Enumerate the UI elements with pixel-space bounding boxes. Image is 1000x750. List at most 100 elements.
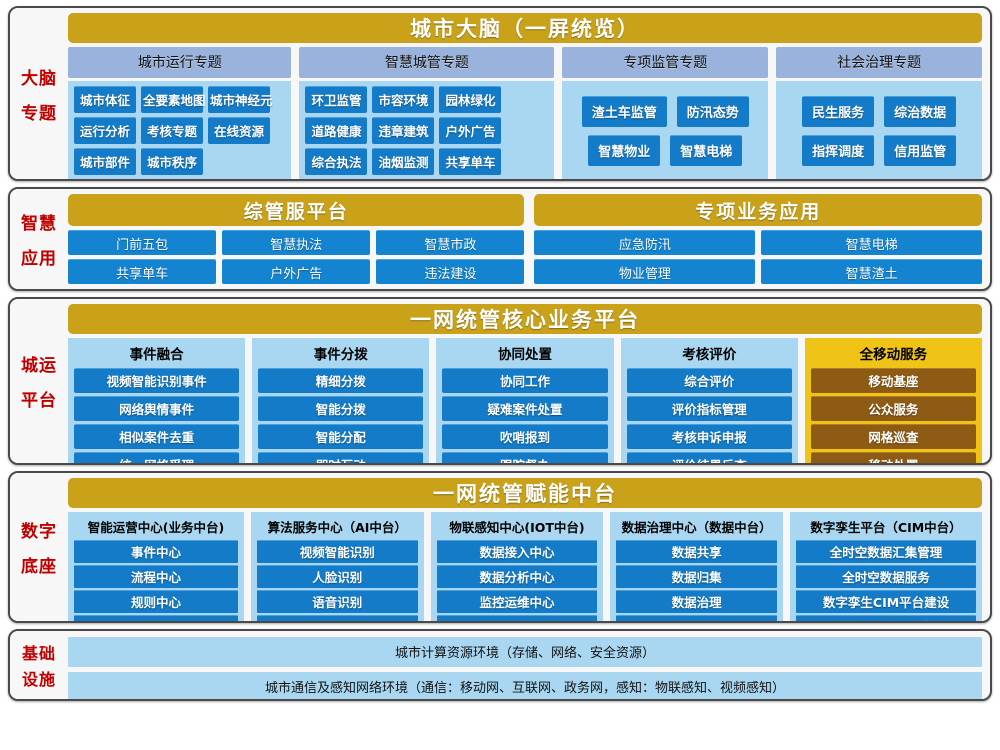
base-item[interactable]: 事件中心 <box>74 540 238 563</box>
core-column-assessment-evaluation: 考核评价 综合评价 评价指标管理 考核申诉申报 评价结果反查 ······ <box>620 338 798 463</box>
base-item[interactable]: 视频智能识别 <box>256 540 418 563</box>
base-column-intelligent-operation-center: 智能运营中心(业务中台) 事件中心 流程中心 规则中心 资源中心 <box>68 512 244 621</box>
core-item[interactable]: 评价指标管理 <box>626 396 792 421</box>
theme-chip-list: 民生服务 综治数据 指挥调度 信用监管 <box>776 81 983 179</box>
smart-application-groups: 综管服平台 门前五包 智慧执法 智慧市政 共享单车 户外广告 违法建设 <box>68 194 982 284</box>
theme-head: 城市运行专题 <box>68 47 292 78</box>
section-body-digital-base: 一网统管赋能中台 智能运营中心(业务中台) 事件中心 流程中心 规则中心 资源中… <box>68 473 990 621</box>
theme-chip[interactable]: 防汛态势 <box>676 95 749 127</box>
core-item[interactable]: 精细分拨 <box>258 368 424 393</box>
theme-column-smart-urban-management: 智慧城管专题 环卫监管 市容环境 园林绿化 道路健康 违章建筑 户外广告 综合执… <box>299 47 555 179</box>
theme-chip[interactable]: 指挥调度 <box>802 134 875 166</box>
section-body-core-platform: 一网统管核心业务平台 事件融合 视频智能识别事件 网络舆情事件 相似案件去重 统… <box>68 299 990 463</box>
side-label-line: 底座 <box>21 557 57 577</box>
core-item[interactable]: 考核申诉申报 <box>626 424 792 449</box>
core-item[interactable]: 吹哨报到 <box>442 424 608 449</box>
base-item[interactable]: 规则中心 <box>74 590 238 613</box>
theme-chip[interactable]: 渣土车监管 <box>581 95 667 127</box>
theme-chip[interactable]: 市容环境 <box>372 86 435 113</box>
base-item[interactable]: 数据归集 <box>616 565 778 588</box>
base-item[interactable]: 数据分析中心 <box>436 565 598 588</box>
app-box[interactable]: 智慧市政 <box>376 230 525 255</box>
banner-city-brain: 城市大脑（一屏统览） <box>68 13 982 43</box>
theme-chip[interactable]: 违章建筑 <box>372 117 435 144</box>
theme-chip[interactable]: 城市体征 <box>74 86 136 113</box>
app-box[interactable]: 应急防汛 <box>534 230 756 255</box>
app-box[interactable]: 门前五包 <box>68 230 217 255</box>
section-core-business-platform: 城运 平台 一网统管核心业务平台 事件融合 视频智能识别事件 网络舆情事件 相似… <box>8 297 992 465</box>
app-grid: 门前五包 智慧执法 智慧市政 共享单车 户外广告 违法建设 <box>68 230 525 284</box>
core-column-collaborative-handling: 协同处置 协同工作 疑难案件处置 吹哨报到 跟踪督办 ······ <box>436 338 614 463</box>
theme-chip[interactable]: 道路健康 <box>305 117 368 144</box>
theme-chip[interactable]: 运行分析 <box>74 117 136 144</box>
theme-chip[interactable]: 油烟监测 <box>372 148 435 175</box>
core-item[interactable]: 公众服务 <box>810 396 977 421</box>
core-item[interactable]: 即时互动 <box>258 452 424 463</box>
theme-chip[interactable]: 智慧物业 <box>588 134 661 166</box>
theme-chip[interactable]: 户外广告 <box>439 117 502 144</box>
theme-chip[interactable]: 信用监管 <box>884 134 957 166</box>
core-item[interactable]: 跟踪督办 <box>442 452 608 463</box>
core-item[interactable]: 移动处置 <box>810 452 977 463</box>
base-item[interactable]: 全时空数据服务 <box>796 565 977 588</box>
app-box[interactable]: 智慧电梯 <box>761 230 982 255</box>
theme-chip[interactable]: 园林绿化 <box>439 86 502 113</box>
base-item[interactable]: 语音识别 <box>256 590 418 613</box>
app-box[interactable]: 智慧执法 <box>222 230 371 255</box>
base-item[interactable]: 语义识别 <box>256 615 418 621</box>
base-item[interactable]: 数据汇聚 <box>616 615 778 621</box>
base-item[interactable]: 数字孪生平台系统模块 <box>796 615 977 621</box>
theme-chip[interactable]: 城市秩序 <box>141 148 203 175</box>
theme-chip[interactable]: 城市部件 <box>74 148 136 175</box>
base-item[interactable]: 数据服务中心 <box>436 615 598 621</box>
base-item[interactable]: 数据治理 <box>616 590 778 613</box>
app-box[interactable]: 共享单车 <box>68 259 217 284</box>
theme-chip[interactable]: 民生服务 <box>802 95 875 127</box>
core-item[interactable]: 统一网格受理 <box>74 452 240 463</box>
theme-chip[interactable]: 环卫监管 <box>305 86 368 113</box>
base-item[interactable]: 流程中心 <box>74 565 238 588</box>
side-label-city-brain: 大脑 专题 <box>10 8 68 179</box>
base-item[interactable]: 数字孪生CIM平台建设 <box>796 590 977 613</box>
section-city-brain: 大脑 专题 城市大脑（一屏统览） 城市运行专题 城市体征 全要素地图 城市神经元… <box>8 6 992 181</box>
theme-chip[interactable]: 城市神经元 <box>208 86 273 113</box>
core-item[interactable]: 综合评价 <box>626 368 792 393</box>
theme-chip[interactable]: 综治数据 <box>884 95 957 127</box>
section-body-smart-applications: 综管服平台 门前五包 智慧执法 智慧市政 共享单车 户外广告 违法建设 <box>68 189 990 289</box>
core-item[interactable]: 移动基座 <box>810 368 977 393</box>
theme-chip[interactable]: 智慧电梯 <box>670 134 743 166</box>
base-column-title: 数据治理中心（数据中台） <box>621 520 772 535</box>
app-box[interactable]: 智慧渣土 <box>761 259 982 284</box>
base-column-data-governance-center: 数据治理中心（数据中台） 数据共享 数据归集 数据治理 数据汇聚 <box>610 512 784 621</box>
base-item[interactable]: 数据接入中心 <box>436 540 598 563</box>
core-item[interactable]: 疑难案件处置 <box>442 396 608 421</box>
app-box[interactable]: 物业管理 <box>534 259 756 284</box>
theme-chip[interactable]: 考核专题 <box>141 117 203 144</box>
core-item[interactable]: 视频智能识别事件 <box>74 368 240 393</box>
core-item[interactable]: 智能分配 <box>258 424 424 449</box>
base-item[interactable]: 资源中心 <box>74 615 238 621</box>
app-group-special-business: 专项业务应用 应急防汛 智慧电梯 物业管理 智慧渣土 <box>534 194 982 284</box>
base-item[interactable]: 人脸识别 <box>256 565 418 588</box>
core-item[interactable]: 评价结果反查 <box>626 452 792 463</box>
app-box[interactable]: 违法建设 <box>376 259 525 284</box>
app-box[interactable]: 户外广告 <box>222 259 371 284</box>
core-item[interactable]: 协同工作 <box>442 368 608 393</box>
theme-chip[interactable]: 全要素地图 <box>141 86 206 113</box>
base-item[interactable]: 全时空数据汇集管理 <box>796 540 977 563</box>
section-smart-applications: 智慧 应用 综管服平台 门前五包 智慧执法 智慧市政 共享单车 户外广告 <box>8 187 992 291</box>
core-item[interactable]: 相似案件去重 <box>74 424 240 449</box>
core-column-title: 协同处置 <box>498 347 552 363</box>
base-column-title: 算法服务中心（AI中台） <box>267 520 407 535</box>
theme-chip[interactable]: 共享单车 <box>439 148 502 175</box>
banner-enabling-middle-platform: 一网统管赋能中台 <box>68 478 982 508</box>
theme-chip[interactable]: 综合执法 <box>305 148 368 175</box>
section-digital-base: 数字 底座 一网统管赋能中台 智能运营中心(业务中台) 事件中心 流程中心 规则… <box>8 471 992 623</box>
side-label-line: 数字 <box>21 522 57 542</box>
core-item[interactable]: 智能分拨 <box>258 396 424 421</box>
base-item[interactable]: 监控运维中心 <box>436 590 598 613</box>
core-item[interactable]: 网格巡查 <box>810 424 977 449</box>
theme-chip[interactable]: 在线资源 <box>208 117 270 144</box>
base-item[interactable]: 数据共享 <box>616 540 778 563</box>
core-item[interactable]: 网络舆情事件 <box>74 396 240 421</box>
